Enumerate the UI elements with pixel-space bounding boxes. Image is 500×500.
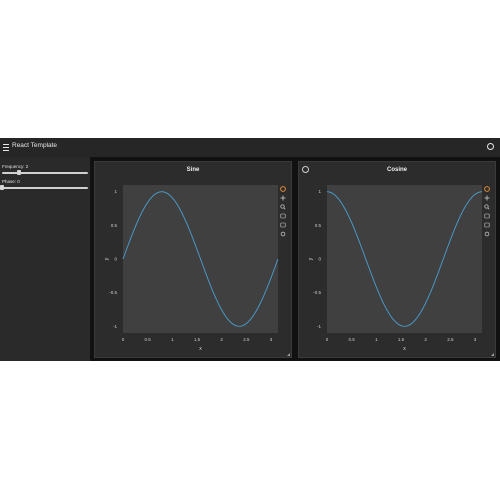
y-tick-label: 1	[318, 189, 321, 194]
sidebar: Frequency: 2 Phase: 0	[0, 157, 90, 361]
plotly-logo-icon[interactable]	[280, 186, 286, 192]
y-tick-label: -0.5	[109, 290, 117, 295]
panel-title: Cosine	[386, 167, 407, 173]
x-tick-label: 0.5	[145, 337, 152, 342]
phase-slider[interactable]	[0, 185, 88, 190]
plot-background	[327, 185, 482, 333]
settings-icon[interactable]	[487, 143, 494, 150]
app-window: React Template Frequency: 2 Phase: 0 Sin…	[0, 138, 500, 361]
y-tick-label: 0	[114, 257, 117, 262]
resize-handle-icon[interactable]	[287, 353, 290, 356]
y-tick-label: -1	[113, 324, 117, 329]
y-axis-label: y	[104, 257, 110, 260]
sine-chart[interactable]: 0 0.5 1 1.5 2 2.5 3 -1 -0.5 0 0.5 1 x y	[95, 162, 291, 357]
x-tick-label: 3	[474, 337, 477, 342]
download-icon[interactable]	[280, 222, 286, 228]
x-tick-label: 0	[122, 337, 125, 342]
frequency-label: Frequency: 2	[2, 164, 29, 169]
x-tick-label: 1.5	[194, 337, 201, 342]
y-tick-label: 0.5	[111, 223, 118, 228]
cosine-panel: Cosine 0 0.5 1 1.5 2 2.5 3 -1 -0.5 0 0.5 1 x y	[298, 161, 496, 358]
x-tick-label: 2.5	[447, 337, 454, 342]
x-tick-label: 3	[270, 337, 273, 342]
cosine-chart[interactable]: 0 0.5 1 1.5 2 2.5 3 -1 -0.5 0 0.5 1 x y	[299, 162, 495, 357]
camera-icon[interactable]	[484, 213, 490, 219]
phase-label: Phase: 0	[2, 179, 20, 184]
reset-icon[interactable]	[280, 231, 286, 237]
cosine-series-line	[326, 191, 483, 327]
y-tick-label: 0.5	[315, 223, 322, 228]
y-tick-label: -1	[317, 324, 321, 329]
x-tick-label: 1	[375, 337, 378, 342]
y-tick-label: 1	[114, 189, 117, 194]
x-tick-label: 2.5	[243, 337, 250, 342]
pan-icon[interactable]	[484, 195, 490, 201]
phase-slider-track	[2, 187, 88, 189]
phase-slider-thumb[interactable]	[0, 185, 4, 190]
hamburger-menu-icon[interactable]	[3, 144, 9, 151]
y-tick-label: 0	[318, 257, 321, 262]
zoom-icon[interactable]	[280, 204, 286, 210]
pan-icon[interactable]	[280, 195, 286, 201]
resize-handle-icon[interactable]	[491, 353, 494, 356]
frequency-slider-thumb[interactable]	[17, 170, 22, 175]
x-axis-label: x	[403, 346, 406, 352]
reset-icon[interactable]	[484, 231, 490, 237]
x-tick-label: 2	[424, 337, 427, 342]
app-header: React Template	[0, 138, 500, 157]
x-tick-label: 1	[171, 337, 174, 342]
sine-series-line	[122, 191, 279, 327]
x-tick-label: 0	[326, 337, 329, 342]
main-plot-area: Sine 0 0.5 1 1.5 2 2.5 3 -1 -0.5 0 0.5 1 x y Cosine 0…	[90, 157, 500, 361]
frequency-slider-track	[2, 172, 88, 174]
x-tick-label: 0.5	[349, 337, 356, 342]
download-icon[interactable]	[484, 222, 490, 228]
sine-panel: Sine 0 0.5 1 1.5 2 2.5 3 -1 -0.5 0 0.5 1 x y	[94, 161, 292, 358]
camera-icon[interactable]	[280, 213, 286, 219]
panel-title: Sine	[186, 167, 200, 173]
x-axis-label: x	[199, 346, 202, 352]
refresh-icon[interactable]	[302, 166, 309, 173]
x-tick-label: 1.5	[398, 337, 405, 342]
x-tick-label: 2	[220, 337, 223, 342]
zoom-icon[interactable]	[484, 204, 490, 210]
frequency-slider[interactable]	[2, 170, 88, 175]
app-title: React Template	[12, 142, 58, 149]
y-tick-label: -0.5	[313, 290, 321, 295]
y-axis-label: y	[308, 257, 314, 260]
plotly-logo-icon[interactable]	[484, 186, 490, 192]
